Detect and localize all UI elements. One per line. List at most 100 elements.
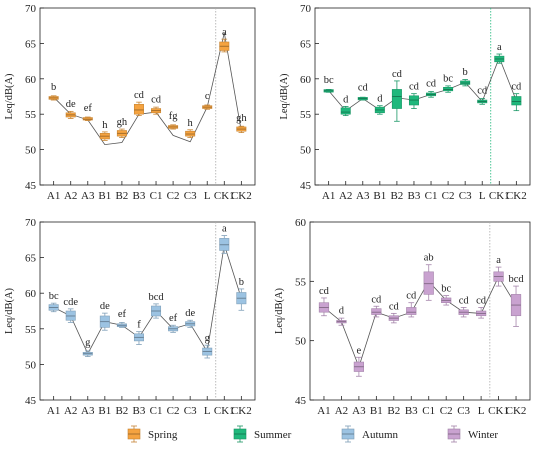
significance-letter: gh [117, 117, 128, 128]
significance-letter: cd [371, 294, 382, 305]
x-tick-label: C2 [167, 405, 180, 417]
box-b1 [371, 308, 382, 315]
significance-letter: cd [511, 82, 522, 93]
x-tick-label: B2 [390, 190, 403, 202]
significance-letter: h [102, 120, 108, 131]
significance-letter: cd [358, 83, 369, 94]
x-tick-label: B2 [115, 405, 128, 417]
x-tick-label: B3 [405, 405, 418, 417]
significance-letter: cd [477, 85, 488, 96]
x-tick-label: C1 [150, 405, 163, 417]
significance-letter: c [205, 91, 210, 102]
significance-letter: ef [169, 313, 178, 324]
box-c1 [423, 271, 434, 295]
x-tick-label: B3 [408, 190, 421, 202]
x-tick-label: CK1 [489, 190, 510, 202]
mean-trend-line [328, 56, 517, 112]
x-tick-label: B1 [98, 190, 111, 202]
significance-letter: cd [134, 90, 145, 101]
x-tick-label: A1 [47, 405, 60, 417]
significance-letter: bc [441, 284, 451, 295]
plot-frame [39, 221, 256, 401]
significance-letter: d [339, 306, 345, 317]
x-tick-label: C3 [459, 190, 472, 202]
box-b2 [391, 89, 402, 109]
legend-item-winter: Winter [447, 425, 498, 443]
x-tick-label: L [204, 190, 211, 202]
y-axis-label: Leq/dB(A) [4, 287, 15, 334]
y-tick-label: 60 [25, 74, 37, 86]
x-tick-label: C3 [184, 190, 197, 202]
x-tick-label: C2 [167, 190, 180, 202]
x-tick-label: A2 [64, 190, 77, 202]
mean-trend-line [53, 244, 242, 355]
significance-letter: ef [118, 309, 127, 320]
y-tick-label: 50 [25, 145, 37, 157]
plot-frame [39, 7, 256, 186]
panel-winter: 45 50 55 60 Leq/dB(A) A1 cd A2 d A3 e B1 cd B2 cd B3 cd C… [274, 217, 531, 417]
y-tick-label: 55 [300, 109, 312, 121]
significance-letter: cd [151, 95, 162, 106]
y-tick-label: 55 [295, 276, 307, 288]
y-tick-label: 60 [295, 217, 307, 229]
y-tick-label: 70 [25, 217, 37, 229]
x-tick-label: L [204, 405, 211, 417]
y-tick-label: 65 [25, 38, 37, 50]
significance-letter: a [222, 224, 227, 235]
plot-frame [309, 221, 531, 401]
y-tick-label: 45 [300, 180, 312, 192]
box-b3 [133, 103, 144, 115]
x-tick-label: C1 [150, 190, 163, 202]
significance-letter: ef [84, 103, 93, 114]
significance-letter: bcd [508, 274, 524, 285]
x-tick-label: A3 [356, 190, 370, 202]
y-tick-label: 70 [25, 3, 37, 15]
x-tick-label: A3 [352, 405, 366, 417]
y-tick-label: 65 [300, 38, 312, 50]
panel-autumn: 45 50 55 60 65 70 Leq/dB(A) A1 bc A2 cde A3 g B1 de B2 e… [4, 217, 256, 417]
significance-letter: cd [476, 295, 487, 306]
y-tick-label: 65 [25, 253, 37, 265]
chart-panels: 455055606570Leq/dB(A)A1bA2deA3efB1hB2ghB… [4, 3, 531, 417]
legend: Spring Summer Autumn Winter [127, 425, 498, 443]
significance-letter: f [137, 320, 141, 331]
y-tick-label: 60 [300, 74, 312, 86]
significance-letter: e [357, 345, 362, 356]
x-tick-label: A3 [81, 405, 95, 417]
significance-letter: ab [424, 253, 434, 264]
significance-letter: b [463, 67, 468, 78]
legend-label: Winter [468, 429, 498, 441]
significance-letter: bcd [148, 292, 164, 303]
x-tick-label: B1 [98, 405, 111, 417]
legend-label: Spring [148, 429, 178, 441]
x-tick-label: L [478, 405, 485, 417]
significance-letter: gh [236, 113, 247, 124]
x-tick-label: C2 [440, 405, 453, 417]
y-tick-label: 50 [300, 145, 312, 157]
significance-letter: a [222, 27, 227, 38]
significance-letter: g [205, 333, 211, 344]
x-tick-label: CK1 [488, 405, 509, 417]
significance-letter: cd [406, 291, 417, 302]
y-tick-label: 45 [25, 395, 37, 407]
x-tick-label: C3 [184, 405, 197, 417]
significance-letter: cd [392, 69, 403, 80]
significance-letter: fg [169, 111, 178, 122]
x-tick-label: A3 [81, 190, 95, 202]
panel-spring: 45 50 55 60 65 70 Leq/dB(A) A1 b A2 de A3 ef B1 h B2 gh B… [4, 3, 256, 202]
box-ck2 [511, 96, 522, 106]
significance-letter: cd [459, 295, 470, 306]
x-tick-label: B2 [115, 190, 128, 202]
y-tick-label: 45 [295, 395, 307, 407]
x-tick-label: B3 [133, 190, 146, 202]
x-tick-label: C3 [457, 405, 470, 417]
x-tick-label: A2 [64, 405, 77, 417]
x-tick-label: C1 [425, 190, 438, 202]
y-tick-label: 50 [25, 359, 37, 371]
x-tick-label: CK1 [214, 190, 235, 202]
box-b3 [406, 307, 417, 315]
significance-letter: de [185, 308, 195, 319]
plot-frame [314, 7, 531, 186]
x-tick-label: B2 [387, 405, 400, 417]
x-tick-label: A1 [47, 190, 60, 202]
